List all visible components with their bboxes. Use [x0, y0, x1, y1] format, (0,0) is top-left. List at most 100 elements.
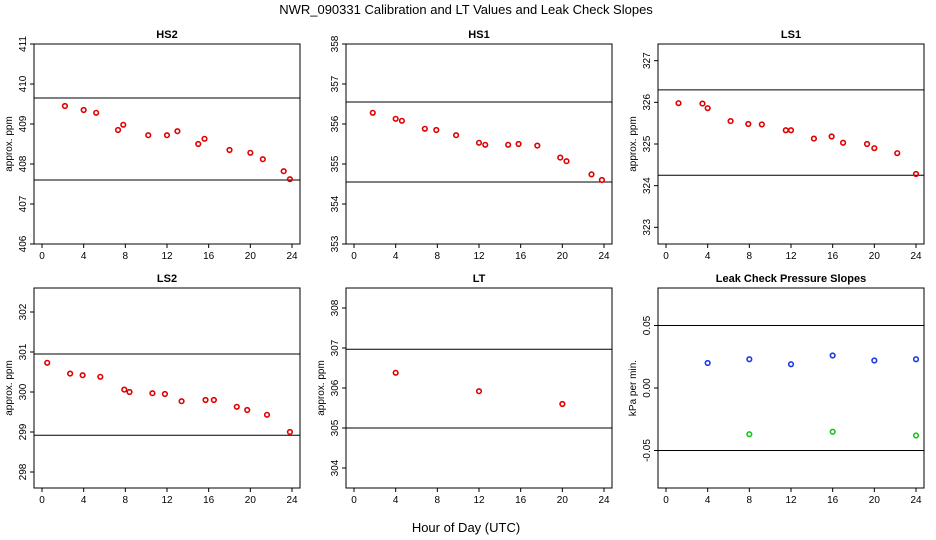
x-tick-label: 8	[123, 495, 129, 506]
data-point	[839, 139, 847, 146]
x-tick-label: 0	[39, 251, 45, 262]
x-tick-label: 20	[557, 495, 569, 506]
y-tick-label: 358	[330, 35, 341, 52]
x-tick-label: 8	[435, 495, 441, 506]
y-tick-label: 325	[642, 135, 653, 152]
x-tick-label: 0	[351, 251, 357, 262]
y-tick-label: 357	[330, 75, 341, 92]
data-point	[286, 428, 294, 436]
panel-lt: LT 0 4 8 12 16 20 24 304 305 306 307 308 approx. ppm	[316, 273, 613, 506]
x-tick-label: 0	[663, 251, 669, 262]
panel-title: HS2	[156, 29, 177, 41]
plot-frame	[345, 287, 613, 489]
y-tick-label: 302	[18, 303, 29, 320]
data-point	[534, 142, 541, 149]
panel-hs2: HS2 0 4 8 12 16 20 24 406 407 408 409 410 411 approx. …	[4, 29, 301, 262]
x-tick-label: 0	[663, 495, 669, 506]
y-tick-label: 307	[330, 339, 341, 356]
data-point	[80, 106, 87, 114]
data-point	[745, 120, 752, 128]
y-tick-label: 306	[330, 379, 341, 396]
data-point	[195, 140, 202, 148]
x-tick-label: 12	[161, 251, 173, 262]
x-tick-label: 16	[515, 251, 527, 262]
y-axis-label: approx. ppm	[628, 116, 639, 172]
data-point	[210, 396, 217, 404]
y-tick-label: 298	[18, 463, 29, 480]
data-point	[286, 176, 294, 183]
x-tick-label: 4	[81, 495, 87, 506]
data-point	[782, 127, 789, 134]
x-tick-label: 8	[747, 251, 753, 262]
data-point	[557, 154, 564, 161]
data-point	[178, 398, 185, 405]
data-point	[912, 432, 920, 439]
data-point	[863, 140, 871, 148]
data-point	[244, 406, 251, 414]
figure-title: NWR_090331 Calibration and LT Values and…	[279, 2, 653, 17]
x-tick-label: 24	[910, 251, 922, 262]
panel-hs1: HS1 0 4 8 12 16 20 24 353 354 355 356 357 358	[330, 29, 613, 262]
y-tick-label: 305	[330, 419, 341, 436]
y-tick-label: 408	[18, 155, 29, 172]
data-point	[433, 126, 440, 134]
data-point	[201, 135, 208, 142]
y-axis-label: approx. ppm	[4, 360, 15, 416]
x-tick-label: 20	[245, 251, 257, 262]
data-point	[829, 352, 836, 359]
data-point	[114, 126, 122, 134]
data-point	[392, 115, 399, 122]
data-point	[912, 356, 920, 363]
figure-xlabel: Hour of Day (UTC)	[412, 520, 520, 535]
x-tick-label: 16	[827, 251, 839, 262]
data-point	[280, 168, 287, 175]
y-tick-label: 410	[18, 75, 29, 92]
data-point	[121, 386, 128, 393]
x-tick-label: 12	[785, 251, 797, 262]
data-point	[746, 356, 753, 363]
data-point	[421, 125, 428, 132]
y-tick-label: 299	[18, 423, 29, 440]
y-tick-label: 0.05	[642, 315, 653, 335]
x-tick-label: 4	[393, 495, 399, 506]
x-tick-label: 0	[39, 495, 45, 506]
x-tick-label: 8	[747, 495, 753, 506]
data-point	[675, 100, 682, 107]
plot-frame	[345, 43, 613, 245]
data-point	[247, 149, 254, 156]
y-tick-label: 409	[18, 115, 29, 132]
y-tick-label: 323	[642, 219, 653, 236]
x-tick-label: 8	[123, 251, 129, 262]
data-point	[149, 390, 156, 397]
data-point	[67, 370, 74, 377]
data-point	[871, 145, 878, 152]
data-point	[871, 357, 878, 364]
y-axis-label: approx. ppm	[316, 360, 327, 416]
x-tick-label: 4	[393, 251, 399, 262]
x-tick-label: 12	[473, 251, 485, 262]
y-tick-label: 355	[330, 155, 341, 172]
data-point	[163, 132, 171, 139]
data-point	[912, 170, 920, 178]
x-tick-label: 4	[705, 495, 711, 506]
y-tick-label: 327	[642, 52, 653, 69]
data-point	[515, 140, 522, 148]
data-point	[44, 359, 51, 366]
panel-title: LS1	[781, 29, 801, 41]
data-point	[226, 146, 233, 154]
data-point	[369, 109, 376, 116]
x-tick-label: 4	[705, 251, 711, 262]
data-point	[93, 109, 100, 116]
panel-title: HS1	[468, 29, 489, 41]
x-tick-label: 20	[869, 251, 881, 262]
data-point	[482, 141, 489, 148]
data-point	[61, 102, 69, 110]
x-tick-label: 24	[910, 495, 922, 506]
panel-ls1: LS1 0 4 8 12 16 20 24 323 324 325 326 327 approx. ppm	[628, 29, 925, 262]
x-tick-label: 0	[351, 495, 357, 506]
y-tick-label: 326	[642, 94, 653, 111]
x-tick-label: 24	[598, 251, 610, 262]
x-tick-label: 12	[473, 495, 485, 506]
x-tick-label: 20	[869, 495, 881, 506]
